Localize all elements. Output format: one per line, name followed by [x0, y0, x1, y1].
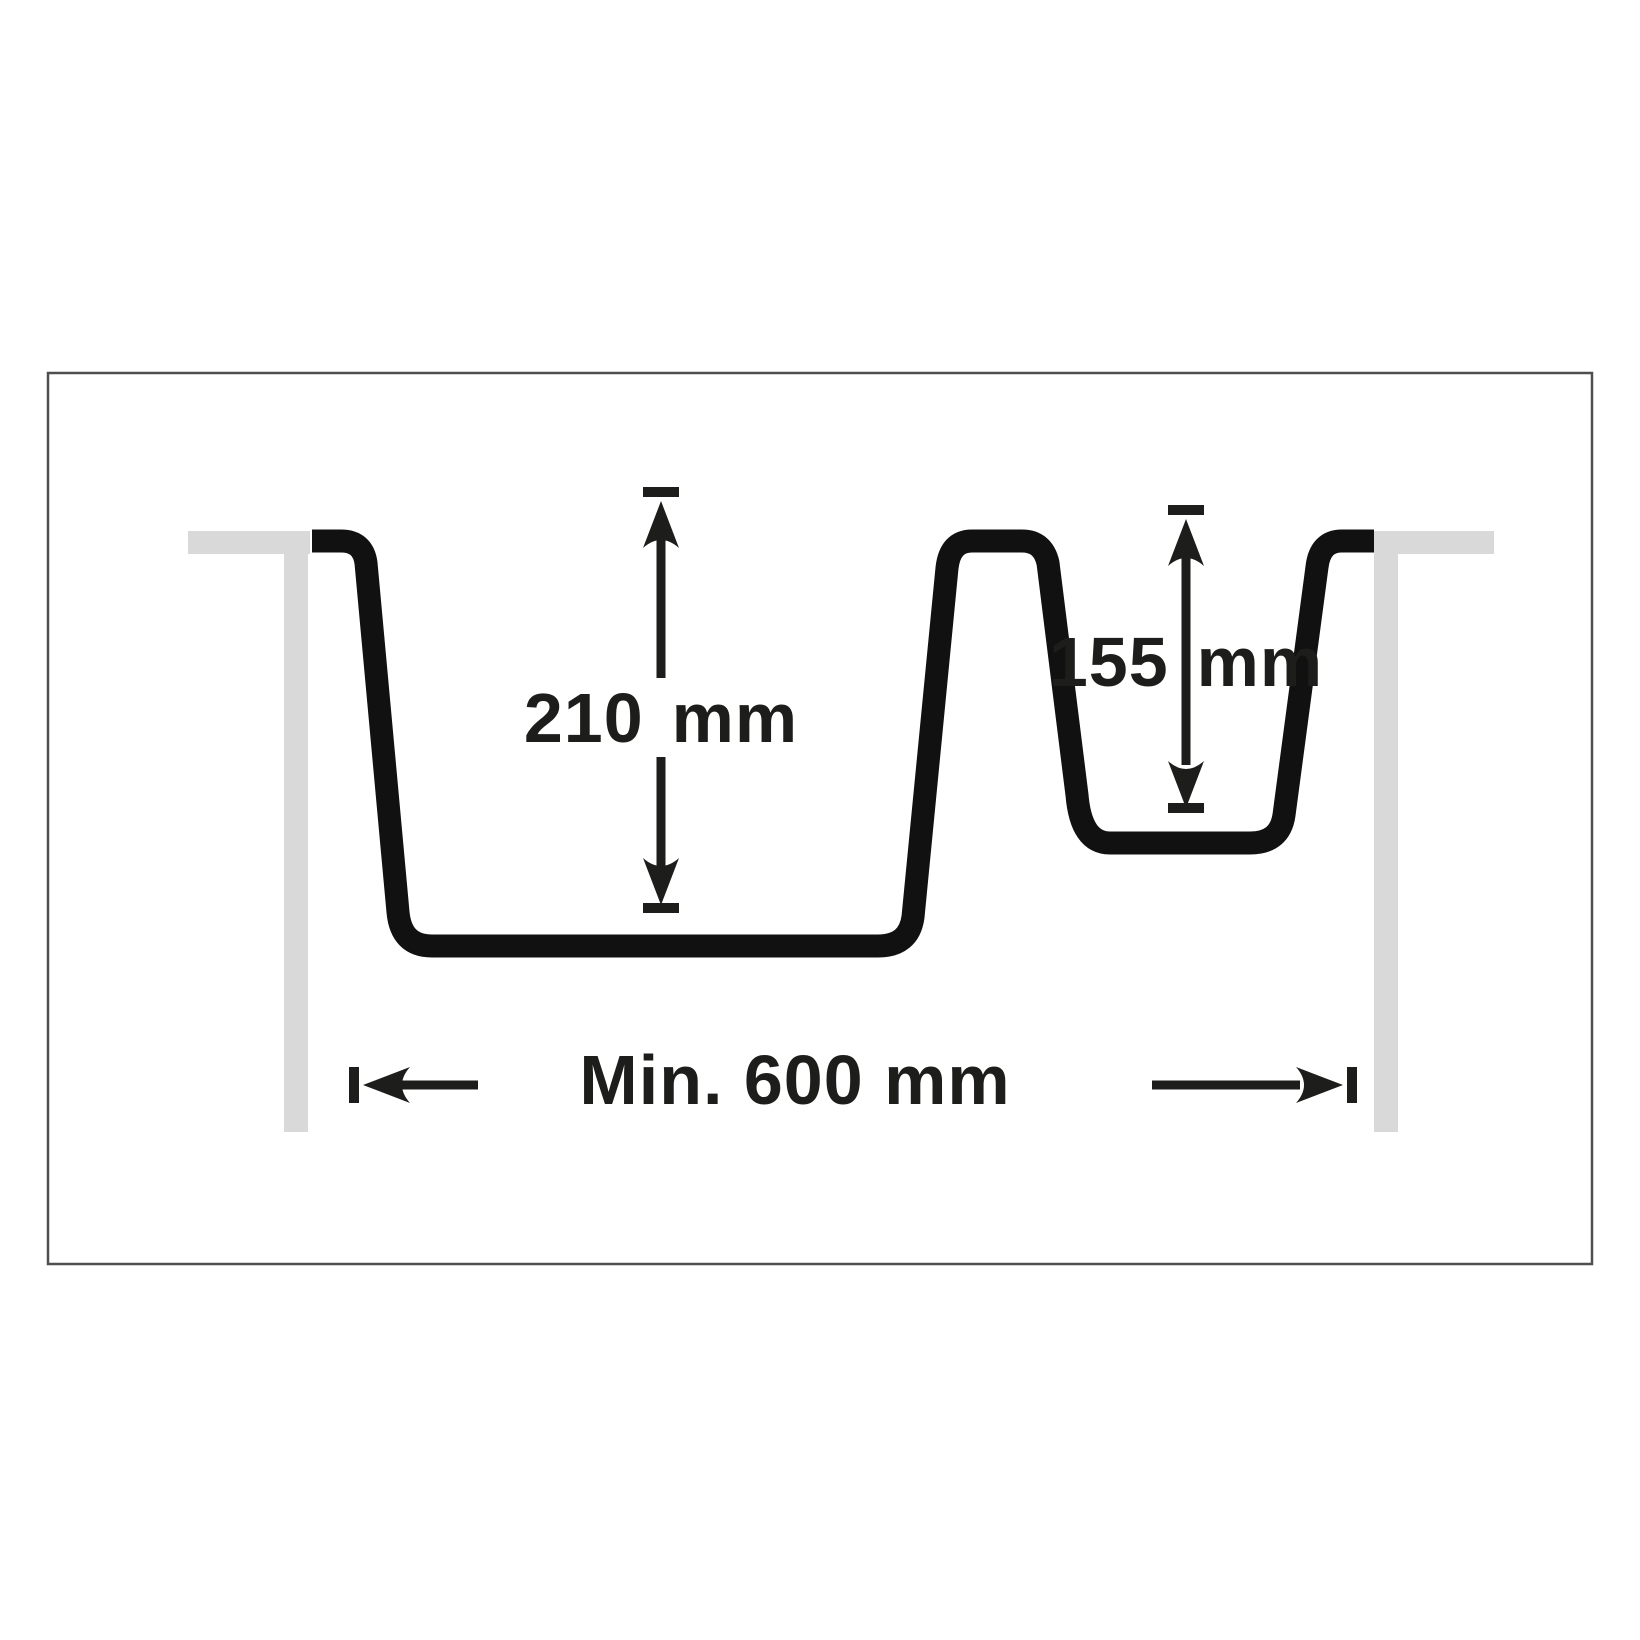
dim-155-arrowhead-down: [1168, 761, 1204, 808]
countertop-right-front: [1374, 531, 1398, 1132]
dim-155-arrowhead-up: [1168, 519, 1204, 566]
dim-600-arrowhead-right: [1296, 1067, 1343, 1103]
main-bowl-depth-unit: mm: [671, 679, 799, 757]
dim-155-top-tick: [1168, 505, 1204, 515]
dim-600-right-tick: [1347, 1067, 1357, 1103]
secondary-bowl-depth-unit: mm: [1196, 623, 1324, 701]
dim-210-arrowhead-up: [643, 501, 679, 548]
dim-155-bottom-tick: [1168, 803, 1204, 813]
main-bowl-depth-value: 210: [523, 679, 644, 757]
main-bowl-depth-label: 210 mm: [524, 683, 798, 753]
dim-210-top-tick: [643, 487, 679, 497]
secondary-bowl-depth-value: 155: [1048, 623, 1169, 701]
dim-210-shaft-upper: [656, 540, 666, 678]
dim-600-shaft-left: [402, 1080, 478, 1090]
dim-210-bottom-tick: [643, 903, 679, 913]
dim-600-left-tick: [349, 1067, 359, 1103]
dim-210-arrowhead-down: [643, 858, 679, 905]
dim-cabinet-width: [349, 1067, 1357, 1103]
diagram-frame: [46, 371, 1594, 1266]
dim-210-shaft-lower: [656, 757, 666, 868]
countertop-cross-section: [188, 531, 1494, 1132]
dim-main-bowl-depth: [643, 487, 679, 913]
dim-600-arrowhead-left: [363, 1067, 410, 1103]
countertop-left-top: [188, 531, 310, 554]
secondary-bowl-depth-label: 155 mm: [1049, 627, 1323, 697]
dim-secondary-bowl-depth: [1168, 505, 1204, 813]
sink-profile: [312, 529, 1374, 958]
countertop-right-top: [1374, 531, 1494, 554]
cabinet-width-text: Min. 600 mm: [579, 1041, 1011, 1119]
countertop-left-front: [284, 531, 308, 1132]
dim-600-shaft-right: [1152, 1080, 1300, 1090]
dim-155-shaft: [1181, 558, 1191, 765]
cabinet-width-label: Min. 600 mm: [579, 1045, 1010, 1115]
